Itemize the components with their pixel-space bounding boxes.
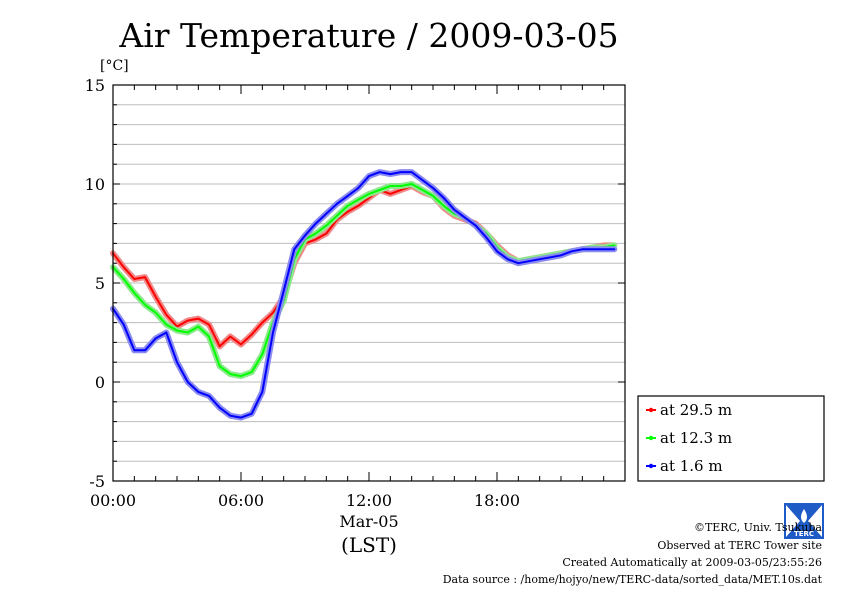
legend-box bbox=[637, 395, 825, 482]
copyright-text: ©TERC, Univ. Tsukuba bbox=[694, 521, 822, 534]
chart-title: Air Temperature / 2009-03-05 bbox=[118, 16, 618, 55]
y-tick-label: 5 bbox=[95, 274, 105, 293]
x-axis-date-label: Mar-05 bbox=[339, 512, 398, 531]
y-axis-ticks: -5 0 5 10 15 bbox=[85, 76, 625, 491]
legend-marker bbox=[648, 435, 654, 441]
legend-label: at 1.6 m bbox=[660, 457, 723, 475]
observed-text: Observed at TERC Tower site bbox=[657, 539, 822, 552]
x-axis-ticks: 00:00 06:00 12:00 18:00 bbox=[90, 85, 605, 510]
y-tick-label: 10 bbox=[85, 175, 105, 194]
y-axis-unit-label: [°C] bbox=[100, 58, 129, 74]
y-tick-label: 15 bbox=[85, 76, 105, 95]
logo-drop bbox=[801, 509, 807, 523]
plot-frame bbox=[112, 84, 626, 482]
legend-marker bbox=[648, 407, 654, 413]
legend-label: at 12.3 m bbox=[660, 429, 732, 447]
x-axis-label: (LST) bbox=[341, 533, 397, 557]
series-3-halo bbox=[110, 169, 618, 421]
series-2-line bbox=[112, 183, 616, 378]
x-tick-label: 06:00 bbox=[218, 491, 264, 510]
x-tick-label: 00:00 bbox=[90, 491, 136, 510]
logo-text: TERC bbox=[794, 530, 814, 538]
grid-lines bbox=[113, 104, 625, 462]
logo-shape bbox=[786, 505, 822, 537]
series-3-line bbox=[112, 171, 616, 419]
data-source-text: Data source : /home/hojyo/new/TERC-data/… bbox=[443, 573, 823, 586]
terc-logo: TERC bbox=[784, 503, 824, 539]
created-text: Created Automatically at 2009-03-05/23:5… bbox=[562, 556, 822, 569]
y-tick-label: 0 bbox=[95, 373, 105, 392]
legend-label: at 29.5 m bbox=[660, 401, 732, 419]
x-tick-label: 12:00 bbox=[346, 491, 392, 510]
series-layer bbox=[110, 169, 618, 421]
legend: at 29.5 m at 12.3 m at 1.6 m bbox=[646, 401, 732, 475]
series-2-halo bbox=[110, 181, 618, 380]
y-tick-label: -5 bbox=[89, 472, 105, 491]
x-tick-label: 18:00 bbox=[474, 491, 520, 510]
legend-marker bbox=[648, 463, 654, 469]
